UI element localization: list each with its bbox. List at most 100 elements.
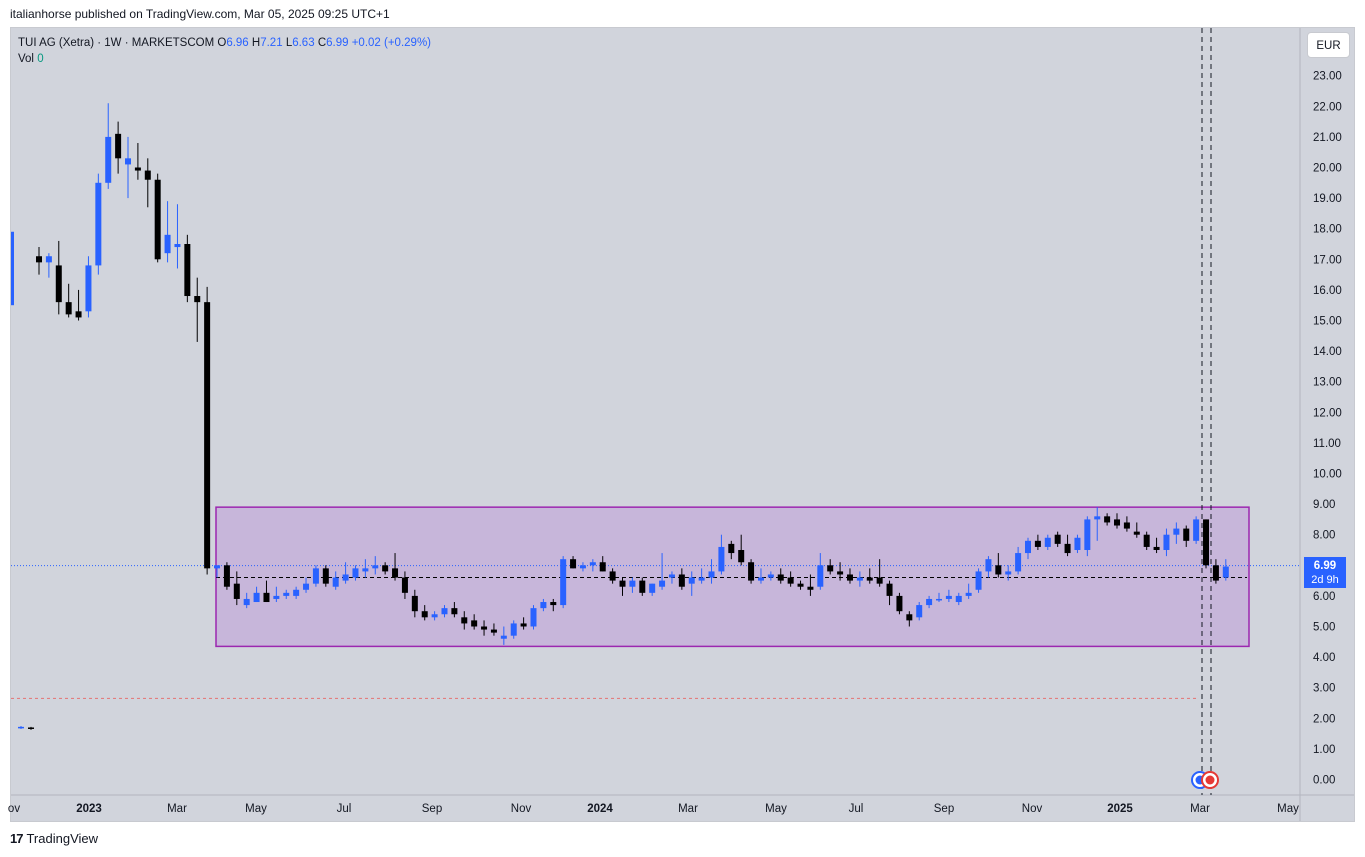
y-tick-label: 1.00 — [1313, 744, 1335, 756]
y-tick-label: 17.00 — [1313, 254, 1342, 266]
ohlc-legend-row: TUI AG (Xetra) · 1W · MARKETSCOM O6.96 H… — [18, 35, 431, 51]
candle-body — [500, 635, 507, 639]
candle-body — [1183, 528, 1190, 541]
x-tick-label: ov — [8, 803, 20, 815]
candle-body — [1084, 519, 1091, 550]
y-tick-label: 5.00 — [1313, 622, 1335, 634]
candle-body — [678, 574, 685, 587]
low-label: L — [285, 37, 293, 49]
y-tick-label: 15.00 — [1313, 316, 1342, 328]
volume-label[interactable]: Vol — [18, 53, 34, 65]
candle-body — [392, 568, 399, 578]
candle-body — [45, 256, 52, 263]
candle-body — [451, 608, 458, 615]
candle-body — [342, 574, 349, 581]
symbol-title[interactable]: TUI AG (Xetra) · 1W · MARKETSCOM — [18, 37, 215, 49]
candle-body — [65, 302, 72, 315]
y-tick-label: 12.00 — [1313, 407, 1342, 419]
x-tick-label: May — [245, 803, 267, 815]
footer-brand[interactable]: 17 TradingView — [10, 831, 98, 846]
candle-body — [263, 592, 270, 603]
candle-body — [322, 568, 329, 584]
candle-body — [866, 577, 873, 581]
candle-body — [550, 602, 557, 606]
candle-body — [906, 614, 913, 621]
candle-body — [728, 543, 735, 554]
x-tick-label: Jul — [337, 803, 352, 815]
candle-body — [629, 580, 636, 587]
candle-body — [599, 562, 606, 572]
candle-body — [253, 592, 260, 603]
candle-body — [589, 562, 596, 566]
candle-body — [926, 598, 933, 606]
candle-body — [827, 565, 834, 572]
candle-body — [817, 565, 824, 587]
candle-body — [668, 574, 675, 578]
candle-body — [401, 577, 408, 593]
chart-legend: TUI AG (Xetra) · 1W · MARKETSCOM O6.96 H… — [18, 35, 431, 67]
y-tick-label: 3.00 — [1313, 683, 1335, 695]
offscreen-marker — [11, 231, 14, 306]
candle-body — [164, 234, 171, 254]
candle-body — [935, 598, 942, 601]
candle-body — [530, 608, 537, 627]
candle-body — [1005, 571, 1012, 575]
x-tick-label: Sep — [934, 803, 954, 815]
candle-body — [757, 577, 764, 581]
candle-body — [1094, 516, 1101, 520]
candle-body — [985, 559, 992, 572]
candle-body — [382, 565, 389, 572]
candle-body — [134, 167, 141, 171]
brand-name: TradingView — [26, 831, 99, 846]
candle-body — [303, 583, 310, 590]
candle-body — [1163, 534, 1170, 550]
candle-body — [421, 611, 428, 618]
candle-body — [441, 608, 448, 615]
y-tick-label: 2.00 — [1313, 713, 1335, 725]
candle-body — [1193, 519, 1200, 541]
candle-body — [283, 592, 290, 596]
candle-body — [540, 602, 547, 609]
y-tick-label: 21.00 — [1313, 132, 1342, 144]
y-tick-label: 10.00 — [1313, 469, 1342, 481]
candle-body — [125, 158, 132, 165]
chart-pane[interactable] — [10, 27, 1355, 822]
candle-body — [748, 562, 755, 581]
candle-body — [718, 546, 725, 572]
x-tick-label: Nov — [511, 803, 532, 815]
candle-body — [204, 302, 211, 569]
candle-body — [233, 583, 240, 599]
candle-body — [481, 626, 488, 630]
candle-body — [105, 136, 112, 183]
tradingview-logo-icon: 17 — [10, 831, 24, 846]
candle-body — [1074, 537, 1081, 550]
currency-button[interactable]: EUR — [1307, 32, 1350, 58]
y-tick-label: 19.00 — [1313, 193, 1342, 205]
candle-body — [955, 595, 962, 603]
candle-body — [1143, 534, 1150, 547]
y-tick-label: 11.00 — [1313, 438, 1341, 450]
candle-body — [243, 598, 250, 606]
candle-body — [223, 565, 230, 587]
x-tick-label: 2024 — [587, 803, 613, 815]
volume-value: 0 — [37, 53, 44, 65]
candle-body — [846, 574, 853, 581]
candle-body — [312, 568, 319, 584]
candle-body — [273, 595, 280, 599]
candle-body — [332, 577, 339, 587]
candle-body — [372, 565, 379, 569]
candle-body — [1044, 537, 1051, 547]
candle-body — [945, 595, 952, 599]
candle-body — [144, 170, 151, 180]
candle-body — [837, 571, 844, 575]
y-tick-label: 18.00 — [1313, 224, 1342, 236]
x-tick-label: Jul — [849, 803, 864, 815]
candle-body — [965, 592, 972, 596]
candle-body — [362, 568, 369, 572]
bar-countdown: 2d 9h — [1311, 574, 1339, 586]
y-tick-label: 16.00 — [1313, 285, 1342, 297]
candle-body — [807, 586, 814, 590]
volume-legend-row: Vol 0 — [18, 51, 431, 67]
candle-body — [85, 265, 92, 312]
